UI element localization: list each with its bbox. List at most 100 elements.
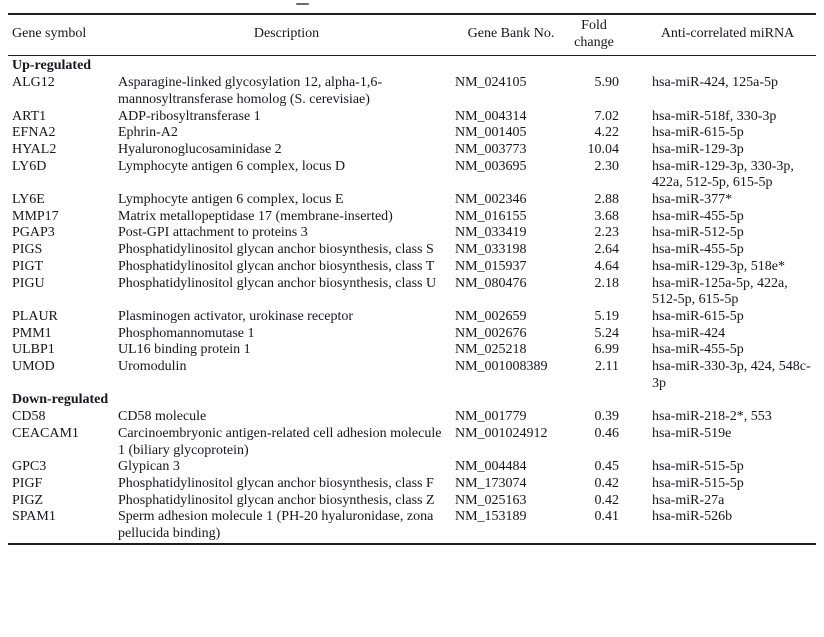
fold-change-cell: 2.88 — [594, 192, 620, 208]
table-row: ART1 ADP-ribosyltransferase 1 NM_004314 7.0… — [8, 109, 816, 126]
gene-symbol-cell: PMM1 — [12, 325, 52, 341]
table-row: UMOD Uromodulin NM_001008389 2.11 hsa-miR-33… — [8, 359, 816, 392]
gene-bank-cell: NM_004484 — [455, 459, 527, 475]
col-header-fold-change: Fold change — [567, 14, 627, 57]
description-cell: Phosphatidylinositol glycan anchor biosy… — [118, 242, 434, 258]
gene-symbol-cell: PIGU — [12, 275, 45, 291]
description-cell: Carcinoembryonic antigen-related cell ad… — [118, 425, 442, 458]
mirna-cell: hsa-miR-129-3p, 330-3p, 422a, 512-5p, 61… — [652, 158, 794, 191]
description-cell: Sperm adhesion molecule 1 (PH-20 hyaluro… — [118, 509, 434, 542]
section-header-row: Down-regulated — [8, 392, 816, 409]
col-header-anti-correlated-mirna: Anti-correlated miRNA — [627, 14, 816, 57]
description-cell: Lymphocyte antigen 6 complex, locus E — [118, 192, 344, 208]
gene-bank-cell: NM_001779 — [455, 409, 527, 425]
gene-bank-cell: NM_033198 — [455, 242, 527, 258]
table-row: GPC3 Glypican 3 NM_004484 0.45 hsa-miR-515-5… — [8, 459, 816, 476]
mirna-cell: hsa-miR-615-5p — [652, 308, 744, 324]
gene-bank-cell: NM_153189 — [455, 509, 527, 525]
gene-symbol-cell: PLAUR — [12, 308, 58, 324]
description-cell: Phosphatidylinositol glycan anchor biosy… — [118, 275, 437, 291]
mirna-cell: hsa-miR-455-5p — [652, 342, 744, 358]
table-row: PIGF Phosphatidylinositol glycan anchor b… — [8, 476, 816, 493]
table-row: CEACAM1 Carcinoembryonic antigen-related … — [8, 426, 816, 459]
fold-change-cell: 2.23 — [594, 225, 620, 241]
description-cell: Glypican 3 — [118, 459, 180, 475]
mirna-cell: hsa-miR-377* — [652, 192, 733, 208]
gene-symbol-cell: ART1 — [12, 108, 47, 124]
fold-change-cell: 6.99 — [594, 342, 620, 358]
fold-change-cell: 2.30 — [594, 158, 620, 174]
mirna-cell: hsa-miR-512-5p — [652, 225, 744, 241]
fold-change-cell: 2.11 — [595, 359, 619, 375]
fold-change-cell: 0.45 — [594, 459, 620, 475]
table-row: HYAL2 Hyaluronoglucosaminidase 2 NM_003773… — [8, 142, 816, 159]
gene-bank-cell: NM_003773 — [455, 141, 527, 157]
gene-symbol-cell: LY6E — [12, 192, 45, 208]
description-cell: CD58 molecule — [118, 409, 207, 425]
mirna-cell: hsa-miR-526b — [652, 509, 733, 525]
table-row: PIGZ Phosphatidylinositol glycan anchor b… — [8, 493, 816, 510]
description-cell: Phosphomannomutase 1 — [118, 325, 255, 341]
fold-change-cell: 2.18 — [594, 275, 620, 291]
table-row: LY6D Lymphocyte antigen 6 complex, locus … — [8, 159, 816, 192]
gene-symbol-cell: CD58 — [12, 409, 46, 425]
gene-symbol-cell: ALG12 — [12, 75, 55, 91]
gene-bank-cell: NM_002659 — [455, 308, 527, 324]
table-row: PIGU Phosphatidylinositol glycan anchor b… — [8, 276, 816, 309]
fold-change-cell: 0.42 — [594, 492, 620, 508]
table-row: PIGT Phosphatidylinositol glycan anchor b… — [8, 259, 816, 276]
gene-bank-cell: NM_173074 — [455, 475, 527, 491]
mirna-cell: hsa-miR-515-5p — [652, 475, 744, 491]
fold-change-cell: 3.68 — [594, 208, 620, 224]
mirna-cell: hsa-miR-129-3p, 518e* — [652, 258, 785, 274]
description-cell: Post-GPI attachment to proteins 3 — [118, 225, 308, 241]
col-header-description: Description — [118, 14, 455, 57]
gene-symbol-cell: PIGZ — [12, 492, 44, 508]
fold-change-cell: 5.24 — [594, 325, 620, 341]
gene-symbol-cell: GPC3 — [12, 459, 47, 475]
col-header-gene-bank-no: Gene Bank No. — [455, 14, 567, 57]
mirna-cell: hsa-miR-330-3p, 424, 548c-3p — [652, 359, 811, 391]
mirna-cell: hsa-miR-615-5p — [652, 125, 744, 141]
mirna-cell: hsa-miR-519e — [652, 425, 732, 441]
gene-bank-cell: NM_004314 — [455, 108, 527, 124]
gene-bank-cell: NM_080476 — [455, 275, 527, 291]
table-row: EFNA2 Ephrin-A2 NM_001405 4.22 hsa-miR-615-5… — [8, 125, 816, 142]
mirna-cell: hsa-miR-129-3p — [652, 141, 744, 157]
mirna-cell: hsa-miR-125a-5p, 422a, 512-5p, 615-5p — [652, 275, 788, 308]
description-cell: Hyaluronoglucosaminidase 2 — [118, 141, 282, 157]
gene-bank-cell: NM_001008389 — [455, 359, 548, 375]
description-cell: Ephrin-A2 — [118, 125, 178, 141]
fold-change-cell: 0.41 — [594, 509, 620, 525]
gene-symbol-cell: CEACAM1 — [12, 425, 79, 441]
mirna-cell: hsa-miR-218-2*, 553 — [652, 409, 772, 425]
gene-bank-cell: NM_002676 — [455, 325, 527, 341]
fold-change-cell: 5.19 — [594, 308, 620, 324]
description-cell: ADP-ribosyltransferase 1 — [118, 108, 261, 124]
fold-change-cell: 5.90 — [594, 75, 620, 91]
table-row: MMP17 Matrix metallopeptidase 17 (membran… — [8, 209, 816, 226]
table-row: ALG12 Asparagine-linked glycosylation 12,… — [8, 75, 816, 108]
fold-change-cell: 4.64 — [594, 258, 620, 274]
mirna-cell: hsa-miR-455-5p — [652, 208, 744, 224]
mirna-cell: hsa-miR-518f, 330-3p — [652, 108, 777, 124]
section-header-row: Up-regulated — [8, 56, 816, 75]
mirna-cell: hsa-miR-515-5p — [652, 459, 744, 475]
gene-symbol-cell: ULBP1 — [12, 342, 55, 358]
fold-change-cell: 0.46 — [594, 425, 620, 441]
gene-symbol-cell: EFNA2 — [12, 125, 56, 141]
gene-mirna-table: Gene symbol Description Gene Bank No. Fo… — [8, 13, 816, 545]
description-cell: Phosphatidylinositol glycan anchor biosy… — [118, 258, 435, 274]
gene-bank-cell: NM_033419 — [455, 225, 527, 241]
fold-change-cell: 0.42 — [594, 475, 620, 491]
description-cell: Phosphatidylinositol glycan anchor biosy… — [118, 492, 435, 508]
table-row: PLAUR Plasminogen activator, urokinase re… — [8, 309, 816, 326]
gene-bank-cell: NM_003695 — [455, 158, 527, 174]
fold-change-cell: 10.04 — [587, 141, 620, 157]
table-row: ULBP1 UL16 binding protein 1 NM_025218 6.99… — [8, 342, 816, 359]
description-cell: Lymphocyte antigen 6 complex, locus D — [118, 158, 346, 174]
description-cell: Matrix metallopeptidase 17 (membrane-ins… — [118, 208, 393, 224]
gene-bank-cell: NM_025163 — [455, 492, 527, 508]
mirna-cell: hsa-miR-455-5p — [652, 242, 744, 258]
description-cell: Asparagine-linked glycosylation 12, alph… — [118, 75, 382, 107]
